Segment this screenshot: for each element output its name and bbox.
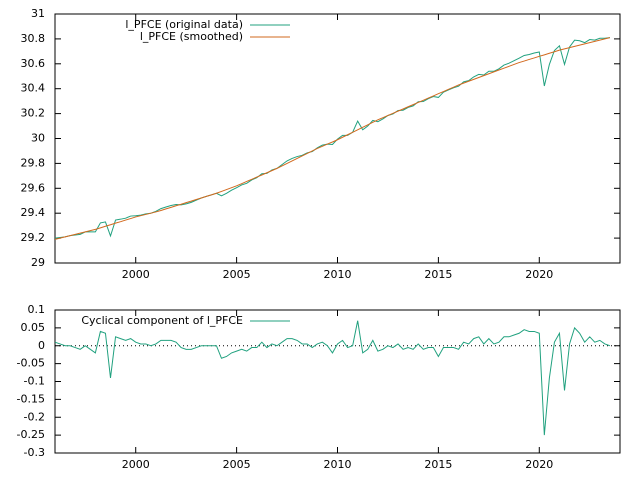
- x-tick-label: 2020: [525, 268, 553, 281]
- y-tick-label: 30.6: [21, 57, 46, 70]
- y-tick-label: 29.8: [21, 156, 46, 169]
- y-tick-label: -0.05: [17, 357, 45, 370]
- y-tick-label: 29.6: [21, 181, 46, 194]
- y-tick-label: 29.2: [21, 231, 46, 244]
- legend-label: Cyclical component of l_PFCE: [81, 314, 243, 327]
- x-tick-label: 2000: [122, 268, 150, 281]
- y-tick-label: -0.2: [24, 410, 45, 423]
- y-tick-label: 30.2: [21, 107, 46, 120]
- x-tick-label: 2015: [424, 268, 452, 281]
- series-line: [54, 320, 611, 436]
- series-line: [54, 37, 610, 239]
- x-tick-label: 2010: [324, 458, 352, 471]
- y-tick-label: 0: [38, 339, 45, 352]
- y-tick-label: 30.4: [21, 82, 46, 95]
- y-tick-label: 29.4: [21, 206, 46, 219]
- y-tick-label: 30.8: [21, 32, 46, 45]
- y-tick-label: -0.15: [17, 392, 45, 405]
- legend-label: l_PFCE (smoothed): [140, 30, 243, 43]
- y-tick-label: 0.1: [28, 303, 46, 316]
- x-tick-label: 2005: [223, 268, 251, 281]
- y-tick-label: -0.3: [24, 446, 45, 459]
- series-line: [54, 37, 611, 240]
- y-tick-label: 30: [31, 132, 45, 145]
- y-tick-label: -0.1: [24, 375, 45, 388]
- x-tick-label: 2000: [122, 458, 150, 471]
- x-tick-label: 2015: [424, 458, 452, 471]
- y-tick-label: 31: [31, 7, 45, 20]
- y-tick-label: -0.25: [17, 428, 45, 441]
- x-tick-label: 2020: [525, 458, 553, 471]
- x-tick-label: 2005: [223, 458, 251, 471]
- y-tick-label: 0.05: [21, 321, 46, 334]
- y-tick-label: 29: [31, 256, 45, 269]
- legend-label: l_PFCE (original data): [125, 18, 243, 31]
- x-tick-label: 2010: [324, 268, 352, 281]
